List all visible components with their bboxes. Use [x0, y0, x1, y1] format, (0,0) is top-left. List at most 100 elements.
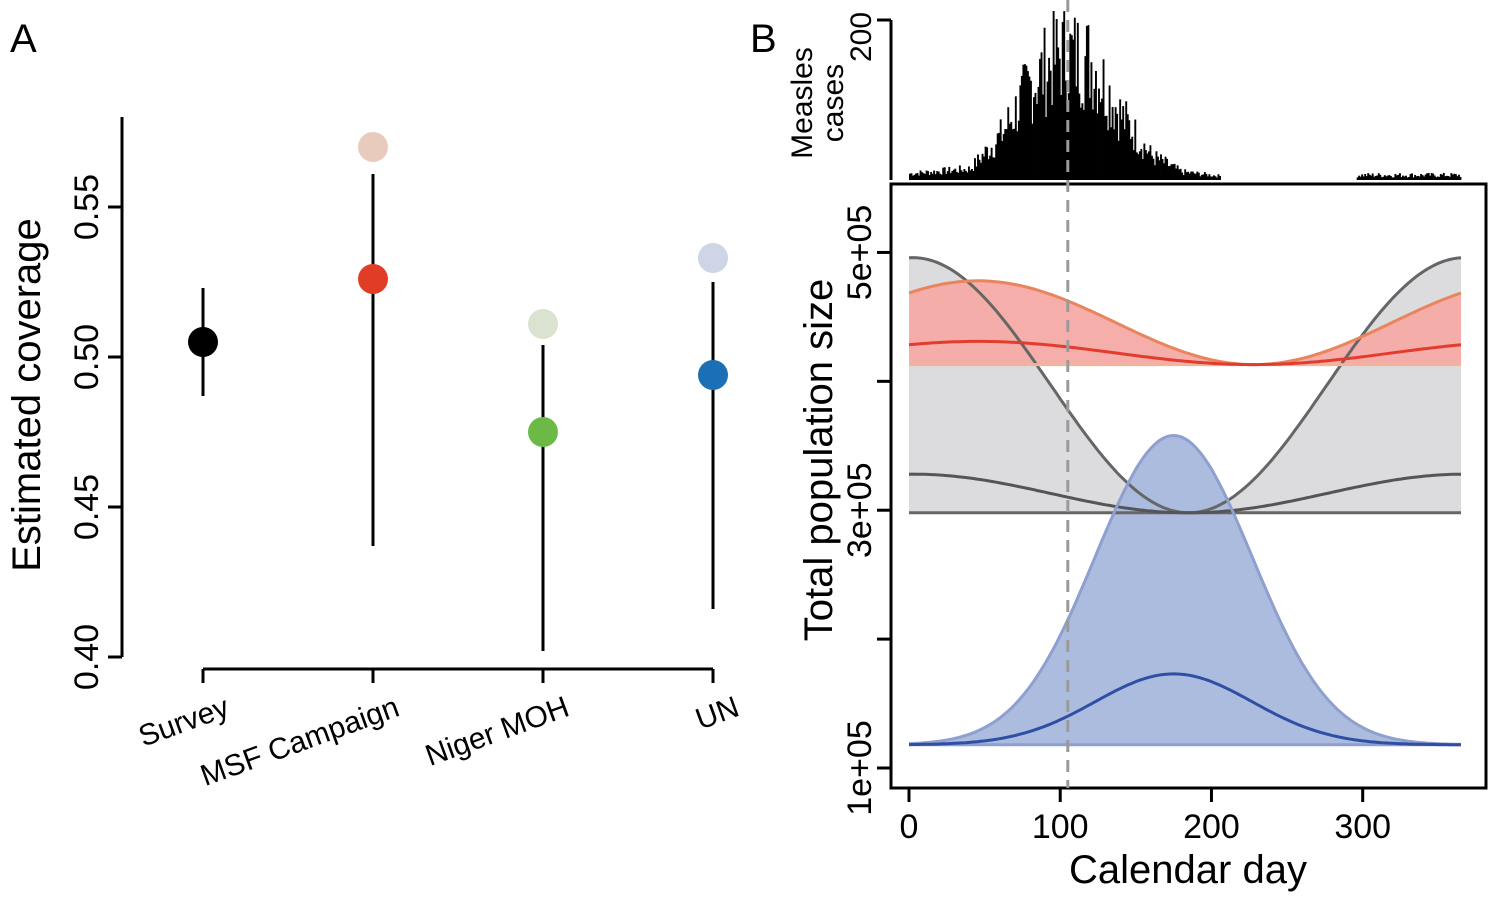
histogram-bar — [1190, 171, 1193, 180]
histogram-bar — [1031, 123, 1034, 180]
histogram-bar — [1178, 169, 1181, 180]
y-axis-title-b: Total population size — [797, 279, 841, 641]
histogram-bar — [1373, 176, 1376, 180]
category-label-survey: Survey — [134, 691, 233, 754]
histogram-bar — [1155, 151, 1158, 180]
histogram-bar — [1116, 113, 1119, 180]
estimate-point — [188, 327, 218, 357]
histogram-bar — [977, 154, 979, 180]
histogram-bar — [1099, 102, 1102, 180]
histogram-bar — [1036, 104, 1038, 180]
histogram-bar — [1057, 47, 1060, 181]
histogram-bar — [1046, 81, 1049, 180]
histogram-bar — [1049, 70, 1052, 180]
histogram-bar — [1417, 175, 1420, 180]
histogram-bar — [1439, 174, 1442, 180]
histogram-bar — [1444, 176, 1447, 180]
histogram-bar — [1128, 120, 1131, 180]
histogram-bar — [1070, 35, 1073, 180]
histogram-bar — [955, 171, 958, 180]
reported-point — [528, 309, 558, 339]
histogram-bar — [1418, 176, 1421, 180]
histogram-bar — [990, 147, 993, 180]
marks-a — [188, 132, 728, 651]
histogram-bar — [1002, 134, 1005, 180]
histogram-bar — [924, 173, 927, 180]
histogram-y-title: Measles cases — [786, 47, 850, 159]
histogram-bar — [1043, 27, 1046, 180]
histogram-bar — [989, 155, 992, 180]
plot-frame-b — [889, 182, 1488, 790]
histogram-bar — [1134, 119, 1137, 180]
histogram-bar — [981, 153, 984, 180]
histogram-bar — [1122, 106, 1125, 180]
histogram-bar — [1420, 174, 1423, 180]
histogram-bar — [1141, 159, 1144, 180]
ticks-b: 0 100 200 300 1e+05 3e+05 5e+05 — [841, 205, 1391, 846]
histogram-bar — [1072, 39, 1075, 180]
histogram-bar — [1088, 97, 1091, 180]
histogram-bar — [1211, 176, 1214, 180]
histogram-bar — [1007, 107, 1010, 180]
histogram-bar — [1202, 174, 1205, 180]
histogram-bar — [1395, 175, 1398, 180]
histogram-bar — [1131, 136, 1134, 180]
histogram-bar — [1034, 92, 1037, 180]
histogram-bar — [1054, 64, 1057, 180]
histogram-bar — [1365, 176, 1368, 180]
histogram-bar — [1411, 173, 1413, 180]
population-areas — [908, 256, 1462, 747]
histogram-bar — [1040, 52, 1043, 180]
histogram-bar — [1150, 155, 1153, 180]
histogram-bar — [1129, 139, 1132, 180]
histogram-bar — [958, 165, 961, 180]
histogram-bar — [1367, 173, 1370, 180]
histogram-bar — [1158, 160, 1161, 180]
histogram-bar — [1385, 176, 1388, 180]
histogram-bar — [939, 173, 942, 180]
histogram-bar — [983, 156, 986, 180]
histogram-bar — [1048, 57, 1051, 181]
category-label-un: UN — [691, 691, 743, 737]
histogram-bar — [1033, 97, 1035, 180]
histogram-bar — [913, 174, 916, 180]
histogram-bar — [1010, 121, 1013, 180]
histogram-bar — [1084, 56, 1087, 180]
histogram-bar — [963, 168, 966, 180]
histogram-bar — [1205, 173, 1208, 180]
histogram-bar — [1424, 174, 1427, 180]
histogram-bar — [1403, 176, 1406, 180]
histogram-bar — [1137, 154, 1140, 180]
histogram-bar — [1170, 164, 1173, 180]
histogram-bar — [919, 170, 922, 180]
histogram-bar — [1432, 173, 1435, 180]
histogram-bar — [1427, 172, 1430, 180]
histogram-bar — [1061, 21, 1064, 181]
histogram-bar — [1216, 177, 1218, 180]
histogram-bar — [948, 166, 951, 180]
histogram-bar — [1430, 172, 1433, 180]
histogram-y-tick-label: 200 — [845, 12, 878, 62]
histogram-bar — [1096, 113, 1099, 180]
histogram-bar — [922, 173, 925, 180]
histogram-bar — [1426, 173, 1429, 180]
histogram-bar — [1079, 107, 1082, 180]
histogram-bar — [1459, 176, 1462, 180]
histogram-bar — [1017, 120, 1020, 180]
histogram-bar — [1164, 156, 1167, 180]
histogram-bar — [918, 175, 920, 180]
histogram-bar — [1377, 173, 1380, 180]
x-tick-label-b: 200 — [1183, 808, 1240, 846]
histogram-bar — [1105, 115, 1108, 180]
histogram-bar — [933, 170, 936, 180]
histogram-bar — [1085, 25, 1088, 181]
histogram-bar — [945, 173, 948, 180]
histogram-bar — [1376, 175, 1379, 180]
histogram-bar — [999, 119, 1002, 180]
histogram-bar — [1389, 175, 1392, 180]
histogram-bar — [1011, 129, 1014, 180]
histogram-bar — [912, 175, 914, 180]
histogram-bar — [1051, 105, 1054, 180]
histogram-bar — [1368, 174, 1371, 180]
